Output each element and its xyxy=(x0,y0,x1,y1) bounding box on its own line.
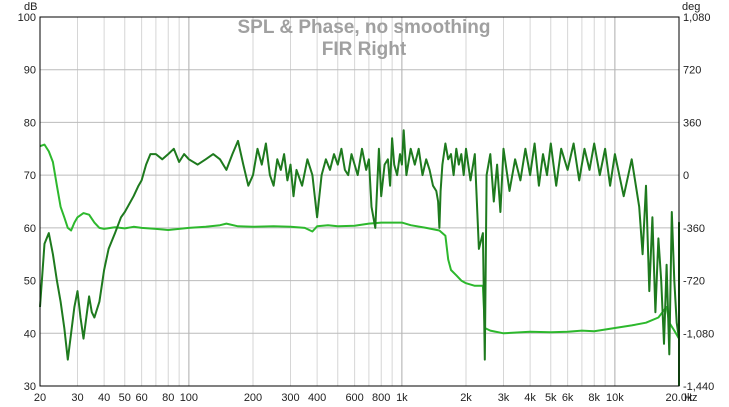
x-axis-tick-label: 80 xyxy=(162,392,174,404)
x-axis-tick-label: 100 xyxy=(180,392,198,404)
x-axis-tick-label: 20 xyxy=(34,392,46,404)
left-axis-tick-label: 100 xyxy=(18,12,36,24)
x-axis-tick-label: 2k xyxy=(460,392,472,404)
right-axis-tick-label: 1,080 xyxy=(683,12,711,24)
x-axis-tick-label: 1k xyxy=(396,392,408,404)
chart-title: SPL & Phase, no smoothing xyxy=(237,17,490,38)
x-axis-tick-label: 200 xyxy=(244,392,262,404)
series-line-1 xyxy=(39,143,680,340)
x-axis-tick-label: 6k xyxy=(562,392,574,404)
plot-frame xyxy=(39,16,680,387)
left-axis-ticks: 100 90 80 70 60 50 40 30 xyxy=(18,12,36,393)
x-axis-unit: Hz xyxy=(684,392,697,404)
chart-subtitle: FIR Right xyxy=(322,39,407,60)
x-axis-tick-label: 400 xyxy=(308,392,326,404)
left-axis-unit: dB xyxy=(24,1,37,13)
series-line-2 xyxy=(39,129,680,386)
plot-area xyxy=(40,17,679,386)
x-axis-tick-label: 10k xyxy=(606,392,624,404)
x-axis-tick-label: 5k xyxy=(545,392,557,404)
x-axis-tick-label: 8k xyxy=(588,392,600,404)
left-axis-tick-label: 50 xyxy=(24,276,36,288)
x-axis-tick-label: 3k xyxy=(498,392,510,404)
right-axis-tick-label: 360 xyxy=(683,117,701,129)
series-layer xyxy=(39,129,680,386)
left-axis-tick-label: 40 xyxy=(24,328,36,340)
right-axis-ticks: 1,080 720 360 0 -360 -720 -1,080 -1,440 xyxy=(683,12,714,393)
right-axis-tick-label: -360 xyxy=(683,223,705,235)
right-axis-tick-label: -1,440 xyxy=(683,381,714,393)
left-axis-tick-label: 30 xyxy=(24,381,36,393)
x-axis-tick-label: 40 xyxy=(98,392,110,404)
x-axis-tick-label: 50 xyxy=(119,392,131,404)
x-axis-tick-label: 800 xyxy=(372,392,390,404)
left-axis-tick-label: 70 xyxy=(24,170,36,182)
right-axis-tick-label: -1,080 xyxy=(683,328,714,340)
left-axis-tick-label: 60 xyxy=(24,223,36,235)
left-axis-tick-label: 80 xyxy=(24,117,36,129)
right-axis-unit: deg xyxy=(682,1,700,13)
x-axis-ticks: 20 30 40 50 60 80 100 200 300 400 600 800 1k 2k 3k 4k 5k… xyxy=(34,392,693,404)
x-axis-tick-label: 20.0k xyxy=(666,392,693,404)
right-axis-tick-label: 0 xyxy=(683,170,689,182)
x-axis-tick-label: 600 xyxy=(345,392,363,404)
right-axis-tick-label: 720 xyxy=(683,65,701,77)
x-axis-tick-label: 4k xyxy=(524,392,536,404)
x-axis-tick-label: 300 xyxy=(281,392,299,404)
x-axis-tick-label: 60 xyxy=(136,392,148,404)
x-axis-tick-label: 30 xyxy=(71,392,83,404)
left-axis-tick-label: 90 xyxy=(24,65,36,77)
right-axis-tick-label: -720 xyxy=(683,276,705,288)
major-grid xyxy=(40,17,679,386)
